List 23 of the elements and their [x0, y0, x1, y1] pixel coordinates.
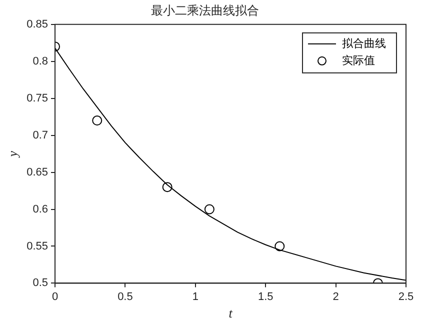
legend-label: 拟合曲线 [342, 36, 386, 50]
x-tick-label: 1.5 [258, 290, 274, 303]
y-tick-label: 0.55 [26, 240, 48, 252]
x-tick-label: 0 [52, 290, 58, 303]
y-tick-label: 0.8 [32, 55, 48, 68]
legend-label: 实际值 [342, 54, 375, 67]
y-tick-label: 0.7 [32, 129, 48, 142]
x-tick-label: 0.5 [118, 290, 133, 303]
y-tick-label: 0.85 [26, 18, 48, 30]
chart-title: 最小二乘法曲线拟合 [151, 3, 259, 18]
y-tick-label: 0.6 [32, 203, 48, 216]
y-tick-label: 0.65 [26, 166, 48, 178]
x-tick-label: 2 [332, 290, 339, 303]
point [162, 182, 172, 192]
y-tick-label: 0.75 [26, 92, 48, 104]
x-axis-title: t [228, 306, 233, 321]
point [204, 204, 214, 214]
x-tick-label: 1 [192, 290, 198, 303]
point [92, 116, 102, 126]
y-axis-title: y [5, 150, 20, 159]
point [274, 241, 285, 252]
x-tick-label: 2.5 [398, 290, 414, 303]
y-tick-label: 0.5 [32, 277, 48, 290]
